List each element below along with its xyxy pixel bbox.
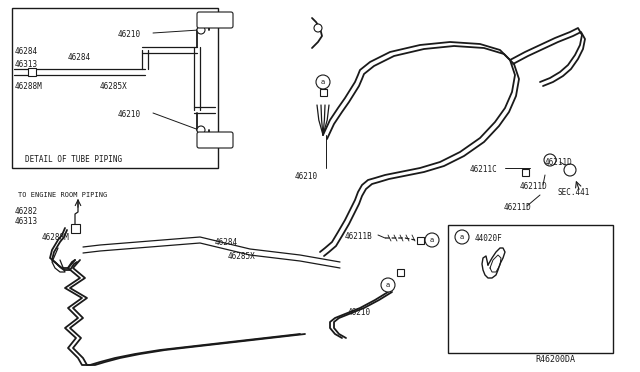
Text: TO ENGINE ROOM PIPING: TO ENGINE ROOM PIPING	[18, 192, 108, 198]
Text: SEC.441: SEC.441	[558, 188, 590, 197]
Text: 46284: 46284	[68, 53, 91, 62]
Bar	[12, 8, 218, 168]
Bar	[319, 89, 326, 96]
Text: a: a	[430, 237, 434, 243]
FancyBboxPatch shape	[197, 12, 233, 28]
Text: a: a	[460, 234, 464, 240]
Text: a: a	[321, 79, 325, 85]
Circle shape	[197, 126, 205, 134]
Text: 46288M: 46288M	[42, 233, 70, 242]
Text: 46284: 46284	[215, 238, 238, 247]
Text: 46285X: 46285X	[228, 252, 256, 261]
Text: 46285X: 46285X	[100, 82, 128, 91]
Text: 46210: 46210	[348, 308, 371, 317]
Circle shape	[455, 230, 469, 244]
Bar	[397, 269, 403, 276]
Bar	[417, 237, 424, 244]
Bar	[70, 224, 79, 232]
Bar	[28, 68, 36, 76]
Text: 46210: 46210	[118, 30, 141, 39]
Circle shape	[197, 26, 205, 34]
Text: 46211D: 46211D	[504, 203, 532, 212]
Text: a: a	[386, 282, 390, 288]
Circle shape	[544, 154, 556, 166]
Text: DETAIL OF TUBE PIPING: DETAIL OF TUBE PIPING	[25, 155, 122, 164]
FancyBboxPatch shape	[197, 132, 233, 148]
Text: R46200DA: R46200DA	[535, 355, 575, 364]
Text: 46288M: 46288M	[15, 82, 43, 91]
Circle shape	[564, 164, 576, 176]
Circle shape	[381, 278, 395, 292]
Bar	[522, 169, 529, 176]
Text: 46210: 46210	[295, 172, 318, 181]
Text: 44020F: 44020F	[475, 234, 503, 243]
Circle shape	[425, 233, 439, 247]
Text: 46211C: 46211C	[470, 165, 498, 174]
Circle shape	[316, 75, 330, 89]
Text: 46211B: 46211B	[345, 232, 372, 241]
Text: 46282: 46282	[15, 207, 38, 216]
Text: 46211D: 46211D	[520, 182, 548, 191]
Text: 46284: 46284	[15, 47, 38, 56]
Text: 46211D: 46211D	[545, 158, 573, 167]
Text: 46210: 46210	[118, 110, 141, 119]
Circle shape	[314, 24, 322, 32]
Bar	[448, 225, 613, 353]
Text: 46313: 46313	[15, 217, 38, 226]
Text: 46313: 46313	[15, 60, 38, 69]
